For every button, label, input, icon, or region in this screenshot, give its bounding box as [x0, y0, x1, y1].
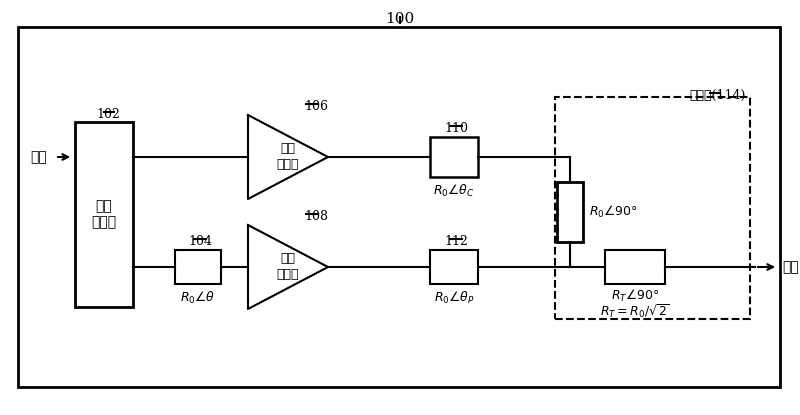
- Text: 组合器(114): 组合器(114): [690, 89, 746, 102]
- Text: 放大器: 放大器: [277, 269, 299, 281]
- Text: $R_0\angle\theta_P$: $R_0\angle\theta_P$: [434, 290, 474, 306]
- Bar: [430, 137, 478, 177]
- Text: 102: 102: [96, 108, 120, 121]
- Bar: [557, 182, 583, 242]
- Text: 载波: 载波: [281, 142, 295, 156]
- Bar: [555, 97, 750, 319]
- Text: $R_0\angle\theta$: $R_0\angle\theta$: [180, 290, 216, 306]
- Text: 分配器: 分配器: [91, 215, 117, 229]
- Text: $R_0\angle90°$: $R_0\angle90°$: [589, 204, 638, 220]
- Polygon shape: [248, 225, 328, 309]
- Text: $R_T\angle90°$: $R_T\angle90°$: [610, 288, 659, 304]
- Text: 输入: 输入: [30, 150, 46, 164]
- Text: 104: 104: [188, 235, 212, 248]
- Bar: [175, 250, 221, 284]
- Text: 112: 112: [444, 235, 468, 248]
- Text: 100: 100: [386, 12, 414, 26]
- Text: 输出: 输出: [782, 260, 798, 274]
- Text: 108: 108: [304, 210, 328, 223]
- Text: 功率: 功率: [96, 200, 112, 213]
- Text: $R_T=R_0/\sqrt{2}$: $R_T=R_0/\sqrt{2}$: [600, 302, 670, 320]
- Text: 110: 110: [444, 122, 468, 135]
- Text: 放大器: 放大器: [277, 159, 299, 171]
- Bar: [18, 27, 780, 387]
- Text: 106: 106: [304, 100, 328, 113]
- Bar: [605, 250, 665, 284]
- Text: $R_0\angle\theta_C$: $R_0\angle\theta_C$: [434, 183, 474, 199]
- Bar: [75, 122, 133, 307]
- Bar: [430, 250, 478, 284]
- Text: 峰化: 峰化: [281, 252, 295, 266]
- Polygon shape: [248, 115, 328, 199]
